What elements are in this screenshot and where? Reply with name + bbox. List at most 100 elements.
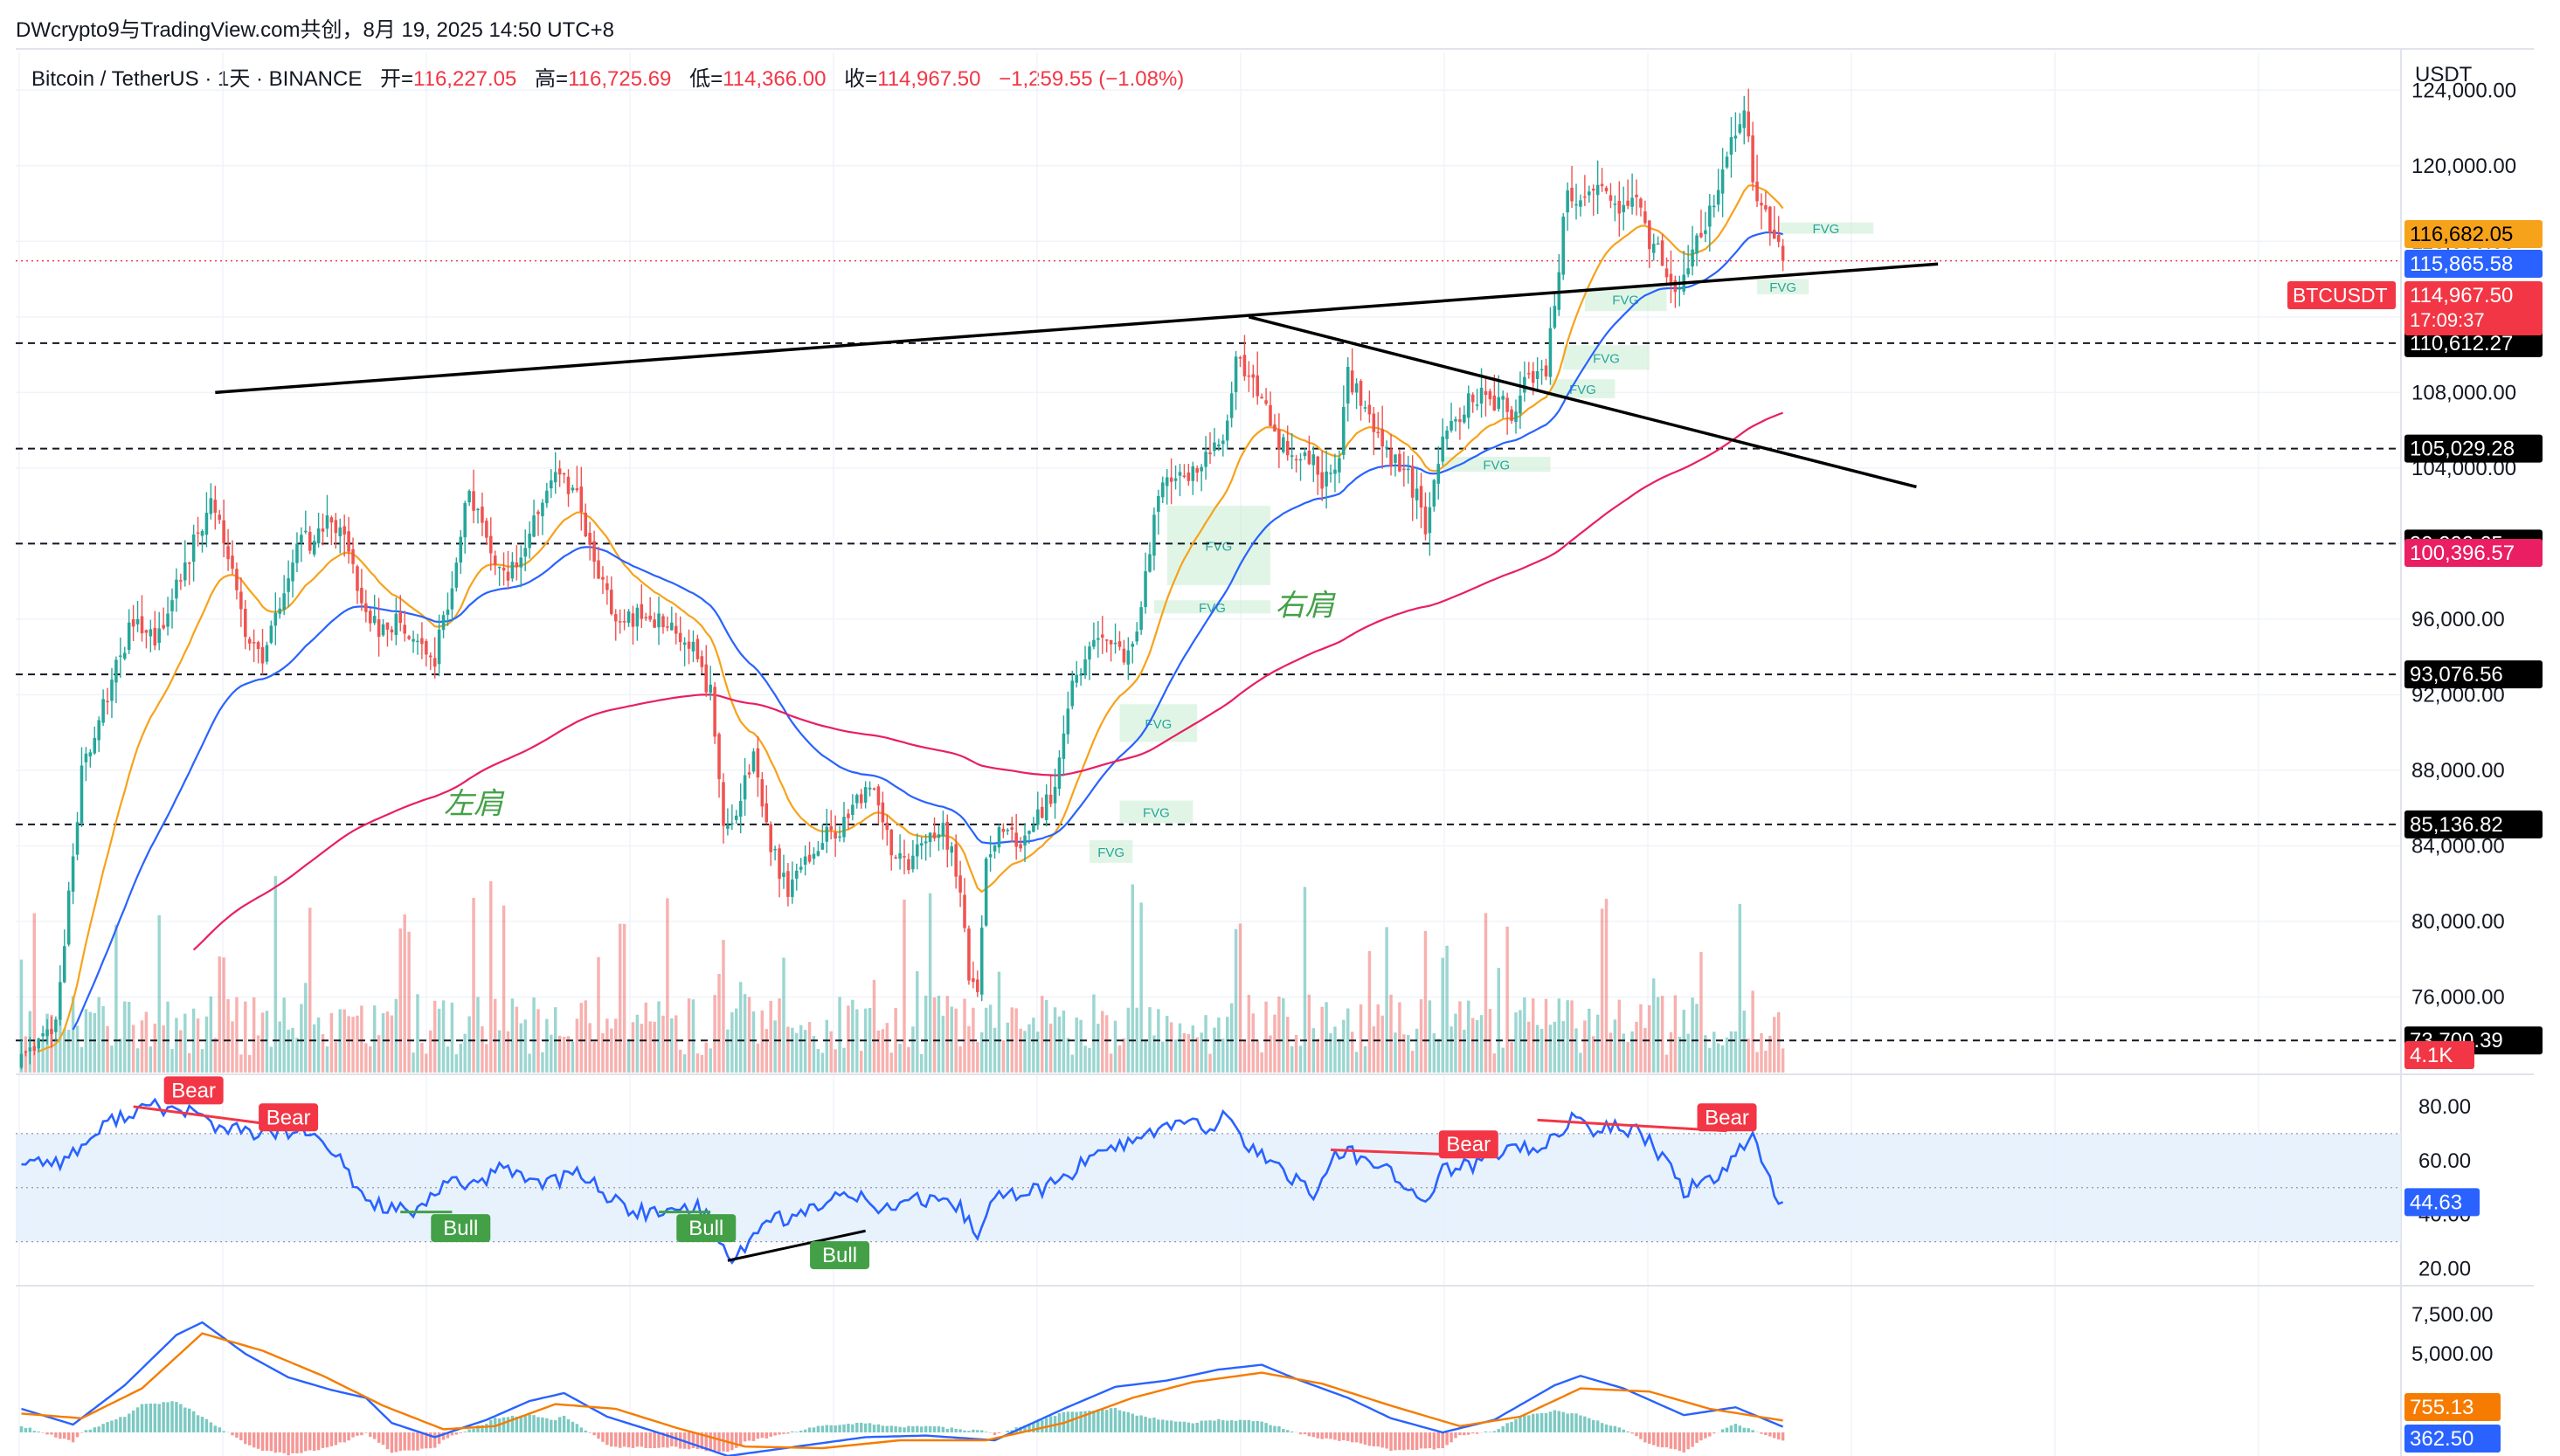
- candle-body: [626, 611, 631, 624]
- macd-histogram-bar: [1773, 1432, 1776, 1439]
- volume-bar: [1751, 990, 1754, 1073]
- candle-body: [1738, 124, 1742, 133]
- macd-histogram-bar: [566, 1418, 571, 1432]
- candle-body: [713, 687, 716, 737]
- volume-bar: [1600, 908, 1604, 1073]
- macd-histogram-bar: [295, 1432, 299, 1454]
- macd-histogram-bar: [1673, 1432, 1678, 1450]
- candle-body: [493, 555, 497, 565]
- level-price-tag-text: 85,136.82: [2410, 813, 2503, 837]
- volume-bar: [1760, 1032, 1763, 1073]
- candle-body: [911, 855, 915, 870]
- candle-body: [1217, 445, 1221, 447]
- macd-histogram-bar: [1428, 1432, 1432, 1449]
- volume-bar: [545, 1018, 549, 1073]
- candle-body: [1643, 211, 1647, 224]
- candle-body: [769, 824, 772, 852]
- volume-bar: [218, 956, 221, 1073]
- fvg-zone: [1778, 222, 1874, 234]
- currency-label[interactable]: USDT: [2415, 63, 2473, 86]
- candle-body: [695, 638, 700, 659]
- candle-body: [110, 680, 114, 701]
- volume-bar: [1579, 1052, 1582, 1073]
- candle-body: [347, 531, 350, 552]
- macd-histogram-bar: [1419, 1432, 1423, 1449]
- volume-bar: [937, 996, 941, 1073]
- macd-histogram-bar: [1510, 1421, 1513, 1432]
- candle-body: [816, 851, 820, 856]
- macd-histogram-bar: [1729, 1425, 1733, 1432]
- macd-histogram-bar: [919, 1426, 924, 1432]
- candle-body: [984, 858, 988, 926]
- high-value: 116,725.69: [568, 67, 672, 91]
- candle-body: [1514, 411, 1518, 423]
- macd-histogram-bar: [1733, 1424, 1738, 1432]
- candle-body: [191, 534, 196, 562]
- volume-bar: [244, 1001, 247, 1073]
- volume-bar: [825, 1019, 829, 1073]
- macd-histogram-bar: [97, 1426, 100, 1432]
- volume-bar: [1519, 1010, 1522, 1073]
- candle-body: [1285, 440, 1290, 456]
- candle-body: [1006, 830, 1010, 832]
- volume-bar: [889, 1052, 893, 1073]
- candle-body: [59, 982, 62, 1020]
- macd-histogram-bar: [1415, 1432, 1419, 1451]
- level-price-tag-box: [2404, 434, 2543, 463]
- volume-bar: [175, 1018, 178, 1073]
- volume-tag-text: 4.1K: [2410, 1044, 2453, 1067]
- volume-bar: [1691, 997, 1694, 1073]
- macd-histogram-bar: [454, 1432, 459, 1435]
- candle-body: [41, 1033, 45, 1037]
- rsi-value-tag-box: [2404, 1188, 2480, 1217]
- volume-bar: [1505, 926, 1509, 1073]
- volume-bar: [1342, 1019, 1346, 1073]
- candle-body: [1273, 424, 1277, 432]
- volume-bar: [32, 913, 36, 1073]
- macd-histogram-bar: [928, 1425, 932, 1432]
- macd-histogram-bar: [1269, 1425, 1272, 1432]
- volume-bar: [1410, 1051, 1415, 1073]
- candle-body: [1152, 514, 1156, 556]
- macd-histogram-bar: [1027, 1425, 1031, 1432]
- volume-bar: [493, 998, 497, 1073]
- volume-bar: [75, 1025, 80, 1073]
- macd-histogram-bar: [769, 1432, 772, 1437]
- macd-histogram-bar: [640, 1432, 644, 1447]
- volume-bar: [704, 1042, 708, 1073]
- candle-body: [515, 562, 519, 568]
- macd-histogram-bar: [369, 1432, 372, 1438]
- volume-bar: [1316, 1039, 1319, 1073]
- volume-bar: [872, 979, 876, 1073]
- volume-bar: [1372, 1026, 1376, 1073]
- volume-bar: [557, 1035, 562, 1073]
- candle-body: [1221, 440, 1225, 445]
- volume-bar: [670, 1018, 674, 1073]
- candle-body: [1307, 450, 1311, 465]
- volume-bar: [851, 999, 854, 1073]
- macd-histogram-bar: [1664, 1432, 1669, 1448]
- volume-bar: [497, 1030, 502, 1073]
- symbol-title[interactable]: Bitcoin / TetherUS · 1天 · BINANCE: [31, 67, 363, 91]
- macd-histogram-bar: [1191, 1423, 1195, 1432]
- candle-body: [894, 857, 897, 859]
- candle-body: [1014, 832, 1018, 847]
- macd-histogram-bar: [244, 1432, 247, 1445]
- candle-body: [584, 512, 588, 537]
- volume-bar: [114, 924, 118, 1073]
- volume-bar: [63, 1028, 66, 1073]
- macd-histogram-bar: [1385, 1432, 1388, 1449]
- candle-body: [114, 659, 118, 683]
- macd-histogram-bar: [325, 1432, 329, 1448]
- volume-bar: [575, 1018, 579, 1073]
- macd-signal-tag-box: [2404, 1393, 2501, 1421]
- volume-bar: [420, 1042, 424, 1073]
- volume-bar: [97, 997, 100, 1073]
- macd-histogram-bar: [485, 1424, 488, 1432]
- open-label: 开=: [380, 67, 414, 91]
- candle-body: [1001, 828, 1006, 832]
- volume-bar: [1208, 1053, 1212, 1073]
- candle-body: [610, 590, 613, 614]
